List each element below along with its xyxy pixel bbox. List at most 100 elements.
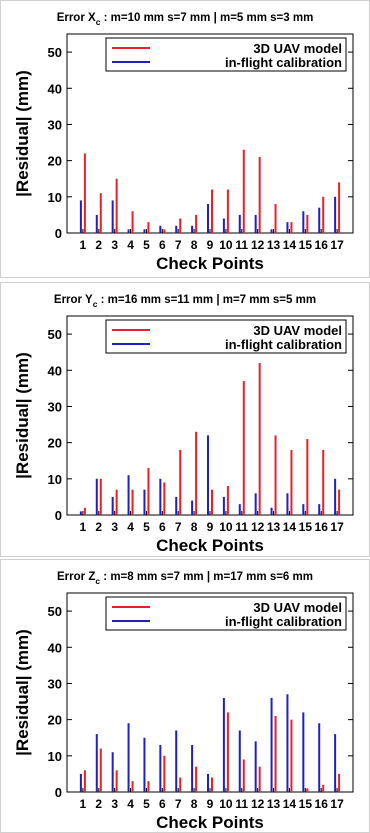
- y-tick-label: 10: [48, 749, 62, 764]
- bar-in-flight-calibration: [127, 229, 130, 233]
- bar-in-flight-calibration: [207, 773, 209, 792]
- bar-in-flight-calibration: [302, 712, 305, 792]
- y-tick-label: 50: [48, 45, 62, 60]
- x-tick-label: 4: [127, 238, 134, 252]
- bar-uav-model: [211, 489, 213, 515]
- bar-uav-model: [179, 449, 182, 515]
- bar-in-flight-calibration: [79, 773, 82, 792]
- bar-in-flight-calibration: [302, 211, 305, 233]
- x-tick-label: 12: [251, 238, 265, 252]
- bar-uav-model: [274, 716, 277, 792]
- bar-in-flight-calibration: [79, 511, 82, 515]
- bar-uav-model: [147, 222, 150, 233]
- chart-title-main: Error Z: [57, 571, 95, 583]
- bar-in-flight-calibration: [207, 204, 209, 233]
- bar-in-flight-calibration: [222, 496, 225, 515]
- bar-in-flight-calibration: [270, 229, 273, 233]
- bar-in-flight-calibration: [95, 478, 98, 515]
- chart-panel-2: Error Yc : m=16 mm s=11 mm | m=7 mm s=5 …: [0, 282, 370, 557]
- bar-uav-model: [290, 449, 293, 515]
- x-tick-label: 5: [143, 797, 150, 811]
- bar-in-flight-calibration: [318, 723, 321, 792]
- bar-in-flight-calibration: [191, 225, 194, 233]
- bar-uav-model: [131, 781, 134, 792]
- legend-label-1: 3D UAV model: [253, 41, 342, 56]
- bar-uav-model: [83, 153, 86, 233]
- bar-in-flight-calibration: [175, 225, 178, 233]
- x-tick-label: 3: [111, 520, 118, 534]
- x-tick-label: 11: [235, 797, 248, 811]
- bar-in-flight-calibration: [238, 730, 241, 792]
- x-tick-label: 13: [267, 520, 281, 534]
- bar-uav-model: [83, 770, 86, 792]
- x-tick-label: 15: [299, 520, 313, 534]
- x-tick-label: 11: [235, 520, 248, 534]
- bar-uav-model: [306, 439, 309, 515]
- bar-in-flight-calibration: [254, 493, 257, 515]
- legend-label-1: 3D UAV model: [253, 323, 342, 338]
- chart-title-subscript: c: [95, 576, 100, 586]
- x-axis-label: Check Points: [156, 813, 264, 832]
- bar-uav-model: [306, 214, 309, 233]
- bar-in-flight-calibration: [191, 744, 194, 792]
- bar-in-flight-calibration: [95, 214, 98, 233]
- x-tick-label: 2: [95, 238, 102, 252]
- bar-in-flight-calibration: [159, 478, 162, 515]
- x-tick-label: 14: [283, 520, 297, 534]
- chart-title-rest: : m=8 mm s=7 mm | m=17 mm s=6 mm: [100, 571, 313, 583]
- bar-in-flight-calibration: [127, 475, 130, 515]
- bar-in-flight-calibration: [143, 489, 146, 515]
- x-tick-label: 5: [143, 520, 150, 534]
- x-tick-label: 16: [315, 238, 329, 252]
- x-tick-label: 13: [267, 238, 281, 252]
- bar-uav-model: [163, 755, 166, 792]
- bar-uav-model: [147, 781, 150, 792]
- y-tick-label: 10: [48, 472, 62, 487]
- bar-in-flight-calibration: [95, 734, 98, 792]
- bar-in-flight-calibration: [254, 214, 257, 233]
- bar-uav-model: [226, 486, 229, 515]
- y-tick-label: 20: [48, 154, 62, 169]
- bar-in-flight-calibration: [334, 196, 337, 233]
- x-tick-label: 6: [159, 797, 166, 811]
- bar-uav-model: [99, 478, 102, 515]
- bar-uav-model: [322, 784, 325, 792]
- chart-title-subscript: c: [96, 17, 101, 27]
- bar-uav-model: [115, 489, 118, 515]
- chart-title: Error Yc : m=16 mm s=11 mm | m=7 mm s=5 …: [54, 294, 316, 309]
- x-tick-label: 13: [267, 797, 281, 811]
- y-axis-label: |Residual| (mm): [13, 629, 32, 756]
- y-tick-label: 30: [48, 676, 62, 691]
- bar-in-flight-calibration: [191, 500, 194, 515]
- bar-uav-model: [195, 214, 198, 233]
- bar-uav-model: [195, 766, 198, 792]
- x-tick-label: 17: [330, 797, 344, 811]
- bar-uav-model: [274, 435, 277, 515]
- y-tick-label: 50: [48, 327, 62, 342]
- x-tick-label: 3: [111, 238, 118, 252]
- chart-title-subscript: c: [93, 299, 98, 309]
- bar-in-flight-calibration: [175, 496, 178, 515]
- bar-uav-model: [338, 489, 341, 515]
- bar-uav-model: [258, 766, 261, 792]
- bar-in-flight-calibration: [334, 478, 337, 515]
- x-tick-label: 8: [191, 797, 198, 811]
- x-tick-label: 8: [191, 520, 198, 534]
- x-tick-label: 12: [251, 797, 265, 811]
- bar-in-flight-calibration: [254, 741, 257, 792]
- chart-title-main: Error X: [57, 12, 96, 24]
- legend-label-2: in-flight calibration: [225, 337, 342, 352]
- bar-uav-model: [131, 211, 134, 233]
- x-tick-label: 10: [219, 520, 233, 534]
- x-tick-label: 4: [127, 797, 134, 811]
- x-tick-label: 14: [283, 238, 297, 252]
- bar-uav-model: [115, 770, 118, 792]
- x-tick-label: 6: [159, 238, 166, 252]
- bar-uav-model: [115, 178, 118, 233]
- bar-in-flight-calibration: [127, 723, 130, 792]
- bar-uav-model: [258, 363, 261, 515]
- chart-title-rest: : m=10 mm s=7 mm | m=5 mm s=3 mm: [100, 12, 313, 24]
- bar-in-flight-calibration: [238, 504, 241, 515]
- bar-in-flight-calibration: [207, 435, 209, 515]
- bar-uav-model: [226, 712, 229, 792]
